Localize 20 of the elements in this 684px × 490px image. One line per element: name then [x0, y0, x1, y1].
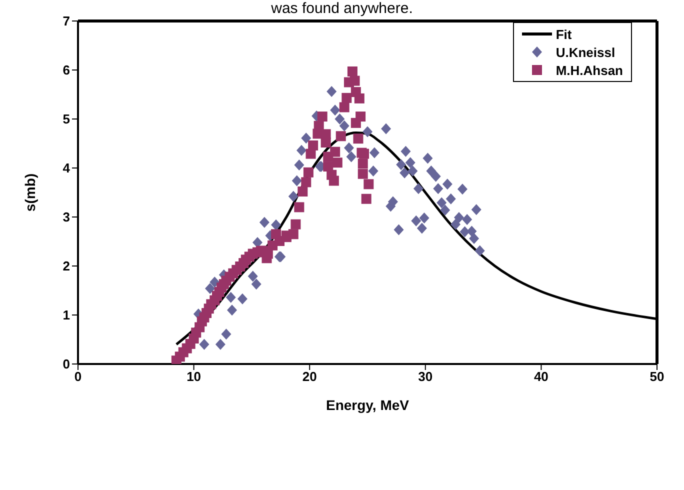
x-tick-label: 30: [418, 369, 433, 384]
x-tick-label: 50: [650, 369, 664, 384]
x-tick-label: 20: [302, 369, 317, 384]
y-tick-label: 2: [62, 258, 70, 274]
y-tick-label: 5: [62, 112, 70, 127]
x-tick-label: 0: [74, 369, 82, 384]
x-tick-label: 10: [186, 369, 202, 384]
y-tick-label: 6: [62, 62, 70, 78]
chart-title: was found anywhere.: [271, 0, 413, 17]
y-tick-label: 0: [62, 356, 70, 372]
y-tick-label: 3: [62, 210, 70, 225]
legend-label: M.H.Ahsan: [556, 62, 623, 78]
y-axis-title: s(mb): [22, 173, 38, 212]
legend-label: Fit: [556, 26, 572, 42]
legend-label: U.Kneissl: [556, 44, 616, 60]
y-tick-label: 1: [62, 308, 70, 323]
y-tick-label: 7: [62, 14, 70, 29]
y-tick-label: 4: [62, 160, 71, 176]
x-tick-label: 40: [534, 369, 548, 384]
x-axis-title: Energy, MeV: [326, 397, 410, 413]
